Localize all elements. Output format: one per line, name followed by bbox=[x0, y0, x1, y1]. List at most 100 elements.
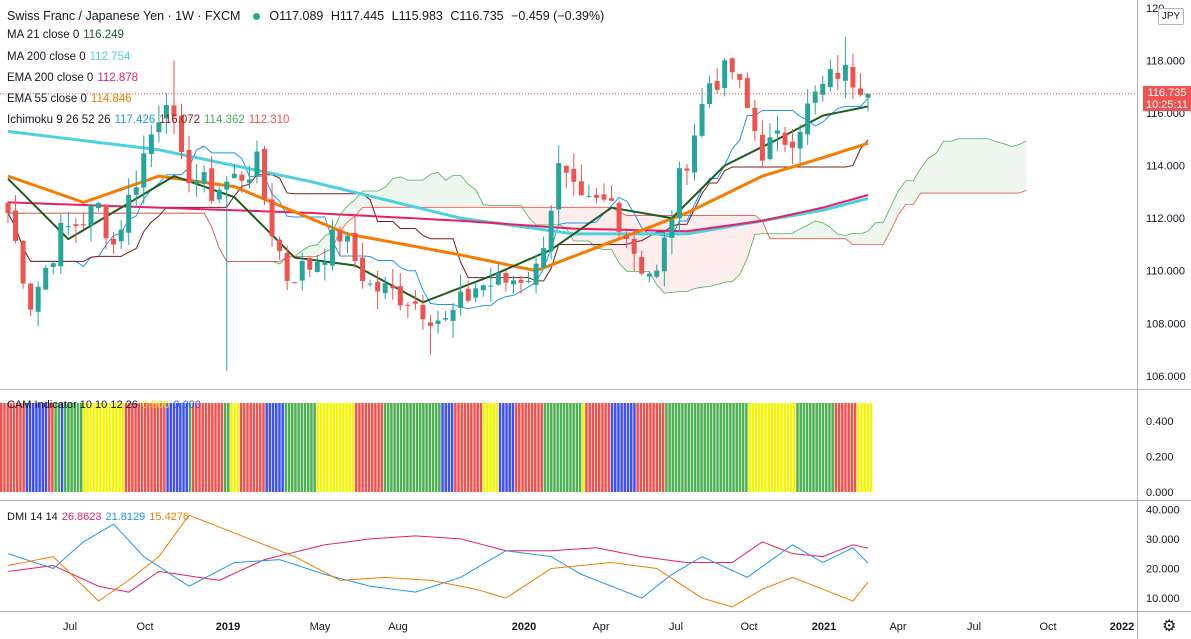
cloud-segment bbox=[392, 176, 401, 208]
cam-bar bbox=[703, 403, 707, 492]
candle-body bbox=[510, 280, 516, 285]
cloud-segment bbox=[686, 215, 695, 292]
cam-bar bbox=[431, 403, 435, 492]
cam-bar bbox=[764, 403, 767, 492]
cam-bar bbox=[489, 403, 492, 492]
cloud-segment bbox=[951, 138, 959, 194]
cloud-segment bbox=[1018, 140, 1027, 194]
time-axis-label: 2020 bbox=[512, 621, 536, 633]
cam-bar bbox=[121, 403, 125, 492]
cloud-segment bbox=[883, 206, 891, 245]
cam-bar bbox=[575, 403, 579, 492]
close-value: C116.735 bbox=[450, 9, 504, 23]
cam-bar bbox=[79, 403, 83, 492]
cam-bar bbox=[847, 403, 850, 492]
candle-body bbox=[661, 237, 667, 272]
cam-bar bbox=[786, 403, 790, 492]
time-axis-label: May bbox=[310, 621, 331, 633]
cam-bar bbox=[514, 403, 518, 492]
cloud-segment bbox=[792, 228, 801, 239]
cam-bar bbox=[380, 403, 384, 492]
candle-body bbox=[80, 224, 86, 226]
cam-bar bbox=[175, 403, 179, 492]
cam-bar bbox=[124, 403, 128, 492]
candle-body bbox=[593, 194, 599, 198]
candle-body bbox=[684, 168, 690, 171]
cam-bar bbox=[649, 403, 652, 492]
candle-body bbox=[835, 72, 841, 79]
legend-ema55[interactable]: EMA 55 close 0 114.846 bbox=[7, 92, 132, 106]
cam-bar bbox=[412, 403, 416, 492]
candle-body bbox=[707, 83, 713, 104]
legend-ma200-name: MA 200 close 0 bbox=[7, 51, 86, 63]
cam-bar bbox=[172, 403, 176, 492]
cam-bar bbox=[652, 403, 655, 492]
cam-bar bbox=[668, 403, 671, 492]
cam-bar bbox=[86, 403, 89, 492]
cam-bar bbox=[684, 403, 687, 492]
cam-bar bbox=[338, 403, 342, 492]
cam-bar bbox=[268, 403, 272, 492]
cloud-segment bbox=[966, 138, 974, 194]
price-axis-label: 114.000 bbox=[1146, 161, 1185, 173]
cam-bar bbox=[454, 403, 457, 492]
cloud-segment bbox=[309, 244, 318, 257]
cloud-segment bbox=[694, 215, 703, 289]
candle-body bbox=[631, 238, 637, 254]
candle-body bbox=[752, 107, 758, 131]
cam-bar bbox=[150, 403, 153, 492]
candle-body bbox=[397, 286, 403, 306]
legend-ma200[interactable]: MA 200 close 0 112.754 bbox=[7, 50, 130, 64]
candle-body bbox=[179, 115, 185, 153]
cam-bars bbox=[0, 403, 873, 492]
legend-ma21[interactable]: MA 21 close 0 116.249 bbox=[7, 28, 124, 42]
cam-bar bbox=[492, 403, 495, 492]
cloud-segment bbox=[724, 215, 733, 283]
cam-bar bbox=[303, 403, 307, 492]
cloud-segment bbox=[1003, 143, 1012, 194]
cloud-segment bbox=[505, 205, 514, 208]
cam-bar bbox=[115, 403, 118, 492]
cam-bar bbox=[249, 403, 252, 492]
legend-ema200[interactable]: EMA 200 close 0 112.878 bbox=[7, 71, 138, 85]
cam-bar bbox=[457, 403, 460, 492]
cam-bar bbox=[729, 403, 732, 492]
cam-bar bbox=[866, 403, 870, 492]
legend-cam[interactable]: CAM Indicator 10 10 12 26 0.500 0.000 bbox=[7, 398, 201, 412]
candle-body bbox=[13, 210, 19, 241]
gear-icon[interactable]: ⚙ bbox=[1162, 618, 1177, 635]
cloud-segment bbox=[777, 233, 786, 239]
legend-ichimoku[interactable]: Ichimoku 9 26 52 26 117.426 116.072 114.362… bbox=[7, 113, 289, 127]
cam-bar bbox=[447, 403, 451, 492]
cloud-segment bbox=[679, 215, 687, 292]
candle-body bbox=[299, 261, 305, 281]
cloud-segment bbox=[422, 174, 431, 208]
cam-bar bbox=[243, 403, 246, 492]
candle-body bbox=[850, 66, 856, 88]
candle-body bbox=[533, 263, 539, 285]
cam-axis-label: 0.400 bbox=[1146, 416, 1174, 428]
cam-bar bbox=[473, 403, 476, 492]
cam-bar bbox=[332, 403, 336, 492]
candle-body bbox=[639, 257, 645, 274]
cam-bar bbox=[466, 403, 470, 492]
candle-body bbox=[28, 283, 34, 310]
cam-bar bbox=[534, 403, 537, 492]
cam-bar bbox=[626, 403, 630, 492]
price-axis-label: 106.000 bbox=[1146, 371, 1186, 383]
currency-button[interactable]: JPY bbox=[1158, 8, 1184, 25]
legend-dmi[interactable]: DMI 14 14 26.8623 21.8129 15.4276 bbox=[7, 510, 189, 524]
cam-bar bbox=[89, 403, 93, 492]
cam-bar bbox=[406, 403, 409, 492]
cam-bar bbox=[153, 403, 156, 492]
cam-bar bbox=[869, 403, 873, 492]
candle-body bbox=[744, 78, 750, 108]
cam-bar bbox=[687, 403, 691, 492]
cam-bar bbox=[354, 403, 358, 492]
cloud-segment bbox=[347, 199, 356, 223]
dmi-axis-label: 10.000 bbox=[1146, 593, 1180, 605]
candle-body bbox=[284, 252, 290, 281]
cam-bar bbox=[422, 403, 425, 492]
